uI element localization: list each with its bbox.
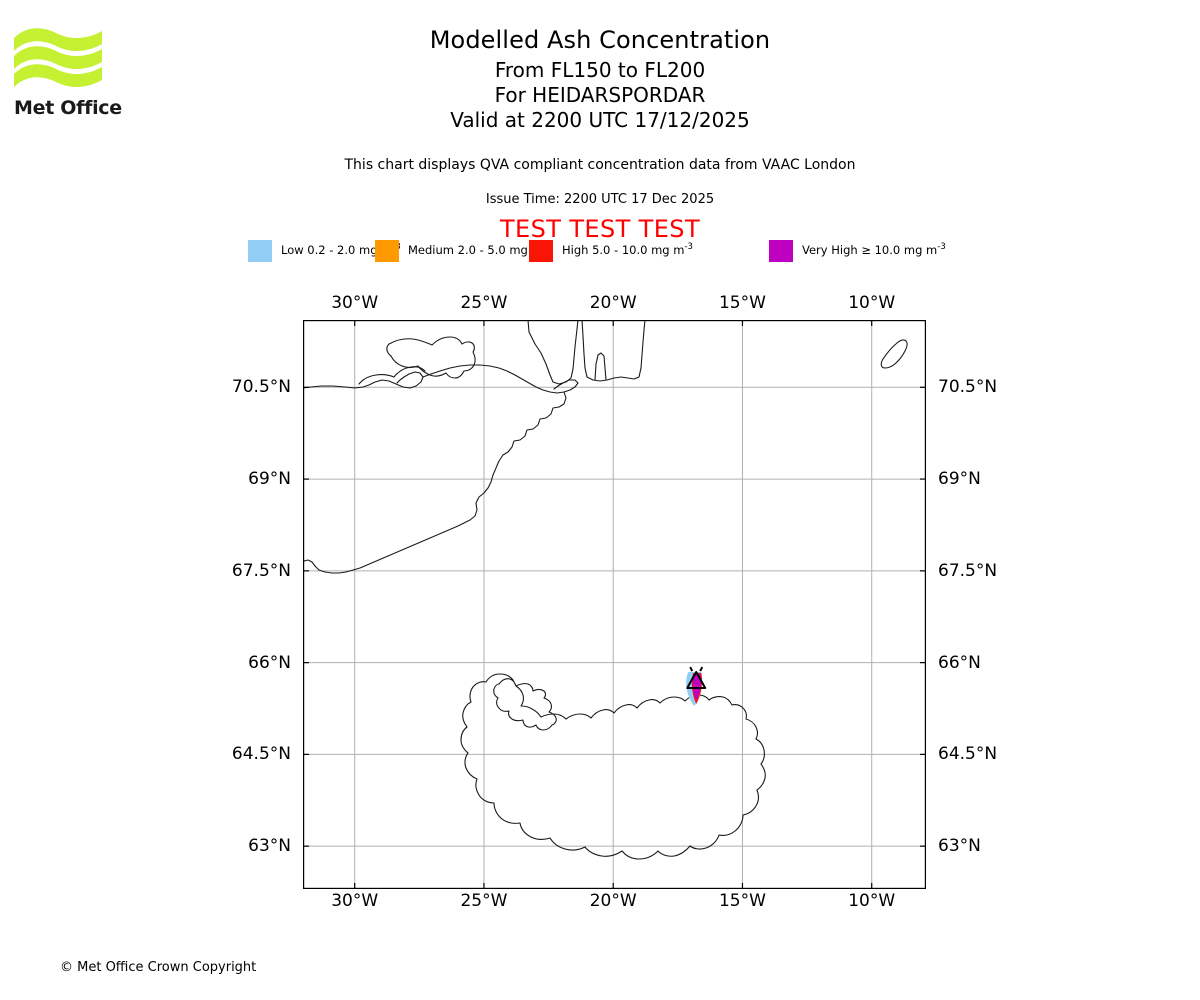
lon-tick-label-bottom: 20°W: [589, 891, 637, 911]
lat-tick-label-right: 67.5°N: [938, 560, 998, 581]
lon-tick-label-top: 20°W: [589, 293, 637, 313]
legend-label-very-high: Very High ≥ 10.0 mg m-3: [802, 242, 946, 258]
legend-entry-medium: Medium 2.0 - 5.0 mg m-3: [375, 240, 551, 262]
lon-tick-label-bottom: 25°W: [460, 891, 508, 911]
coastline-greenland-east: [303, 364, 579, 574]
lat-tick-label-left: 67.5°N: [231, 560, 291, 581]
copyright-notice: © Met Office Crown Copyright: [60, 960, 257, 975]
qva-blurb: This chart displays QVA compliant concen…: [344, 157, 856, 173]
legend-label-high: High 5.0 - 10.0 mg m-3: [562, 242, 693, 258]
map-frame: [303, 320, 926, 889]
lat-tick-label-right: 64.5°N: [938, 744, 998, 765]
title-volcano: For HEIDARSPORDAR: [494, 83, 706, 107]
coastlines: [303, 320, 908, 860]
met-office-logo: Met Office: [12, 24, 202, 119]
title-flight-levels: From FL150 to FL200: [494, 58, 706, 82]
coastline-iceland: [460, 673, 766, 860]
page-title: Modelled Ash Concentration From FL150 to…: [0, 28, 1200, 135]
lat-tick-label-right: 70.5°N: [938, 377, 998, 398]
lon-tick-label-bottom: 30°W: [331, 891, 379, 911]
lon-tick-label-top: 10°W: [848, 293, 896, 313]
lon-tick-label-top: 30°W: [331, 293, 379, 313]
coastline-greenland-ne-east: [581, 320, 646, 382]
lat-tick-label-left: 70.5°N: [231, 377, 291, 398]
lat-tick-label-left: 66°N: [248, 652, 291, 673]
lon-tick-label-top: 15°W: [718, 293, 766, 313]
volcano-vent-icon: [699, 666, 704, 672]
met-office-wordmark: Met Office: [14, 97, 122, 119]
volcano-marker-icon: [686, 666, 707, 690]
legend-entry-high: High 5.0 - 10.0 mg m-3: [529, 240, 693, 262]
test-banner: TEST TEST TEST: [499, 215, 700, 243]
issue-time: Issue Time: 2200 UTC 17 Dec 2025: [485, 192, 715, 207]
lat-tick-label-left: 64.5°N: [231, 744, 291, 765]
map-background: [303, 320, 926, 889]
volcano-triangle-icon: [686, 671, 707, 690]
title-valid-at: Valid at 2200 UTC 17/12/2025: [450, 108, 750, 132]
lat-tick-label-right: 66°N: [938, 652, 981, 673]
lat-tick-label-right: 69°N: [938, 469, 981, 490]
lon-tick-label-bottom: 15°W: [718, 891, 766, 911]
map-plot-area: [303, 320, 926, 889]
lat-tick-label-right: 63°N: [938, 836, 981, 857]
legend-swatch-very-high: [769, 240, 793, 262]
concentration-legend: Low 0.2 - 2.0 mg m-3Medium 2.0 - 5.0 mg …: [248, 240, 992, 264]
volcano-vent-icon: [689, 666, 694, 672]
lat-tick-label-left: 63°N: [248, 836, 291, 857]
legend-swatch-low: [248, 240, 272, 262]
coastline-greenland-fjord: [594, 352, 607, 381]
met-office-waves-logo: [14, 28, 102, 88]
legend-swatch-high: [529, 240, 553, 262]
legend-entry-very-high: Very High ≥ 10.0 mg m-3: [769, 240, 946, 262]
lon-tick-label-top: 25°W: [460, 293, 508, 313]
legend-swatch-medium: [375, 240, 399, 262]
coastline-jan-mayen: [880, 339, 908, 369]
title-main: Modelled Ash Concentration: [429, 26, 771, 54]
lon-tick-label-bottom: 10°W: [848, 891, 896, 911]
coastline-island-inner: [358, 366, 426, 385]
lat-tick-label-left: 69°N: [248, 469, 291, 490]
